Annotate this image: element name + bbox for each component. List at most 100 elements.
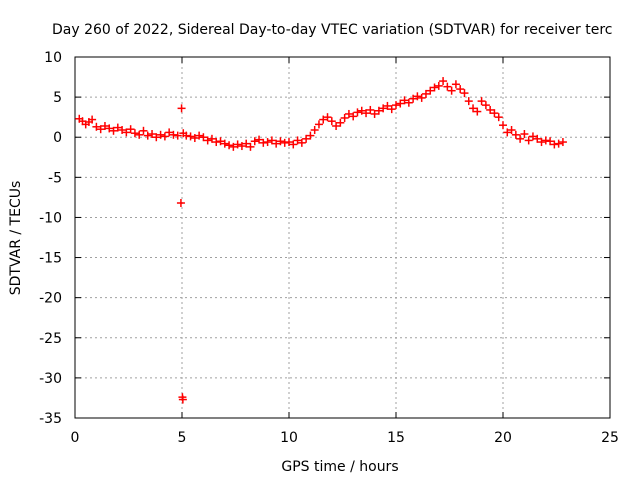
data-point bbox=[135, 130, 144, 139]
data-point bbox=[499, 121, 507, 130]
x-tick-label: 10 bbox=[280, 430, 298, 446]
data-point bbox=[327, 117, 336, 126]
data-point bbox=[289, 140, 298, 149]
data-point bbox=[344, 109, 353, 118]
data-point bbox=[396, 99, 405, 108]
data-point bbox=[105, 124, 114, 133]
data-point bbox=[293, 136, 302, 145]
data-point bbox=[148, 130, 157, 139]
data-point bbox=[177, 104, 186, 113]
data-point bbox=[409, 94, 418, 103]
data-point bbox=[392, 101, 400, 110]
y-axis-label: SDTVAR / TECUs bbox=[8, 181, 24, 296]
data-point bbox=[233, 140, 242, 149]
data-point bbox=[421, 89, 430, 98]
data-point bbox=[237, 142, 246, 151]
data-point bbox=[173, 131, 182, 140]
data-point bbox=[169, 130, 178, 139]
data-point bbox=[207, 134, 216, 143]
data-point bbox=[216, 137, 225, 146]
chart-title: Day 260 of 2022, Sidereal Day-to-day VTE… bbox=[52, 22, 612, 38]
data-point bbox=[92, 122, 101, 131]
data-point bbox=[203, 136, 212, 145]
data-point bbox=[255, 135, 264, 144]
y-tick-label: -15 bbox=[39, 251, 62, 267]
data-point bbox=[443, 82, 452, 91]
data-point bbox=[349, 112, 358, 121]
data-point bbox=[319, 115, 328, 124]
data-point bbox=[387, 105, 396, 114]
data-point bbox=[469, 104, 478, 113]
data-point bbox=[426, 86, 435, 95]
data-point bbox=[404, 98, 413, 107]
x-tick-label: 20 bbox=[494, 430, 512, 446]
data-point bbox=[96, 125, 105, 134]
data-point bbox=[456, 85, 465, 94]
data-point bbox=[259, 138, 268, 147]
y-tick-label: 0 bbox=[53, 130, 62, 146]
data-point bbox=[357, 106, 366, 115]
x-tick-label: 5 bbox=[178, 430, 187, 446]
data-point bbox=[182, 131, 191, 140]
x-tick-label: 25 bbox=[601, 430, 619, 446]
x-tick-label: 15 bbox=[387, 430, 405, 446]
data-point bbox=[486, 105, 495, 114]
data-point bbox=[280, 138, 289, 147]
data-point bbox=[336, 118, 345, 127]
data-point bbox=[464, 97, 473, 106]
data-point bbox=[263, 138, 272, 147]
data-point bbox=[323, 113, 332, 122]
data-point bbox=[490, 109, 499, 118]
data-point bbox=[165, 128, 174, 137]
data-point bbox=[220, 139, 229, 148]
data-point bbox=[285, 138, 293, 147]
series-sdtvar bbox=[75, 77, 567, 404]
data-point bbox=[250, 137, 259, 146]
data-point bbox=[516, 134, 525, 143]
data-point bbox=[302, 134, 311, 143]
data-point bbox=[417, 93, 426, 102]
data-point bbox=[528, 132, 537, 141]
data-point bbox=[242, 139, 251, 148]
y-tick-label: 5 bbox=[53, 90, 62, 106]
y-tick-label: -10 bbox=[39, 210, 62, 226]
data-point bbox=[558, 138, 567, 147]
data-point bbox=[494, 113, 503, 122]
data-point bbox=[156, 130, 165, 139]
data-point bbox=[306, 131, 315, 140]
data-point bbox=[297, 138, 306, 147]
grid-lines bbox=[75, 57, 610, 418]
data-point bbox=[533, 134, 542, 143]
data-point bbox=[267, 136, 276, 145]
plot-frame bbox=[74, 56, 611, 419]
data-point bbox=[383, 101, 392, 110]
data-point bbox=[430, 83, 439, 92]
x-tick-label: 0 bbox=[71, 430, 80, 446]
data-point bbox=[447, 86, 456, 95]
data-point bbox=[460, 89, 469, 98]
data-point bbox=[126, 125, 135, 134]
data-point bbox=[143, 131, 152, 140]
data-point bbox=[400, 96, 409, 105]
data-point bbox=[229, 142, 238, 151]
data-point bbox=[546, 137, 555, 146]
data-point bbox=[122, 128, 131, 137]
data-point bbox=[109, 126, 118, 135]
data-point bbox=[246, 142, 255, 151]
data-point bbox=[118, 126, 127, 135]
data-point bbox=[310, 126, 319, 135]
axis-ticks: 0 5 10 15 20 25 10 5 0 -5 -10 -15 -20 -25 -30 -35 bbox=[39, 50, 619, 446]
data-point bbox=[537, 138, 546, 147]
data-point bbox=[340, 113, 349, 122]
data-point bbox=[524, 136, 533, 145]
data-point bbox=[212, 138, 221, 147]
data-point bbox=[366, 105, 375, 114]
data-point bbox=[225, 141, 234, 150]
y-tick-label: -25 bbox=[39, 331, 62, 347]
data-point bbox=[481, 101, 490, 110]
data-point bbox=[550, 140, 559, 149]
data-point bbox=[199, 133, 208, 142]
data-point bbox=[541, 136, 550, 145]
data-point bbox=[520, 130, 529, 139]
